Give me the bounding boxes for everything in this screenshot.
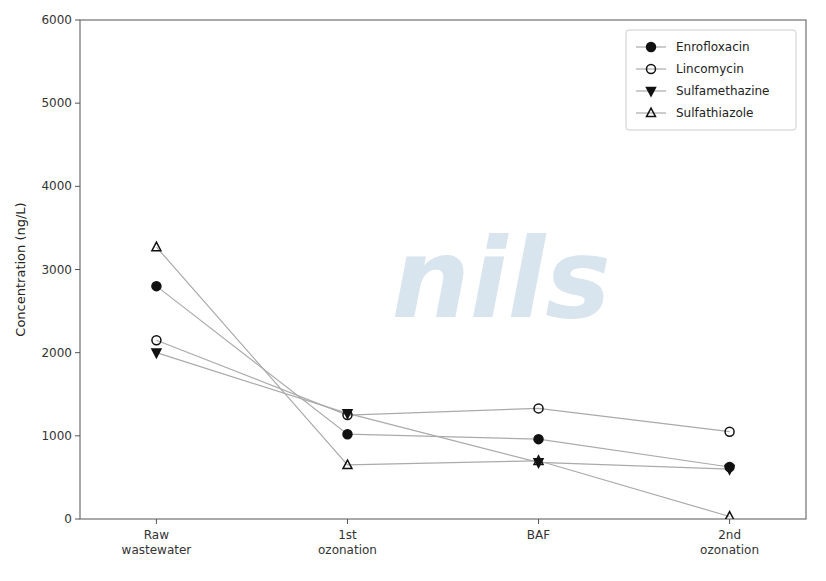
series-line bbox=[156, 247, 729, 516]
y-tick bbox=[75, 352, 80, 353]
x-tick-label-line: ozonation bbox=[318, 543, 377, 557]
data-point bbox=[343, 410, 352, 419]
x-tick-label-line: 1st bbox=[338, 528, 357, 542]
x-tick-label: 2ndozonation bbox=[700, 528, 759, 557]
legend-line bbox=[636, 68, 666, 69]
y-tick bbox=[75, 269, 80, 270]
y-tick bbox=[75, 519, 80, 520]
data-point bbox=[343, 411, 352, 420]
legend-label: Sulfamethazine bbox=[676, 84, 770, 98]
chart-container: nils 0 1000 2000 3000 4000 5000 6000 Rawwastewat… bbox=[0, 0, 826, 581]
data-point bbox=[725, 427, 734, 436]
y-tick-label: 6000 bbox=[41, 13, 72, 27]
x-tick-label-line: BAF bbox=[527, 528, 550, 542]
y-tick-label: 1000 bbox=[41, 429, 72, 443]
legend-label: Lincomycin bbox=[676, 62, 744, 76]
legend-marker bbox=[647, 108, 656, 117]
x-tick-label: 1stozonation bbox=[318, 528, 377, 557]
legend-label: Enrofloxacin bbox=[676, 40, 750, 54]
x-tick bbox=[347, 519, 348, 524]
x-tick-label-line: Raw bbox=[144, 528, 169, 542]
series-line bbox=[156, 340, 729, 431]
data-point bbox=[534, 435, 543, 444]
data-point bbox=[725, 512, 734, 519]
x-tick-label-line: ozonation bbox=[700, 543, 759, 557]
x-tick-label: BAF bbox=[527, 528, 550, 542]
x-tick-label-line: wastewater bbox=[122, 543, 192, 557]
x-tick-label: Rawwastewater bbox=[122, 528, 192, 557]
y-axis-label: Concentration (ng/L) bbox=[13, 202, 28, 336]
legend-box bbox=[626, 30, 796, 130]
data-point bbox=[725, 466, 734, 475]
data-point bbox=[534, 404, 543, 413]
y-tick-label: 3000 bbox=[41, 263, 72, 277]
chart: nils 0 1000 2000 3000 4000 5000 6000 Rawwastewat… bbox=[0, 0, 826, 581]
y-tick-label: 0 bbox=[64, 512, 72, 526]
legend: Enrofloxacin Lincomycin Sulfamethazine Sulf… bbox=[626, 30, 796, 130]
plot-frame bbox=[80, 20, 806, 519]
data-point bbox=[152, 349, 161, 358]
legend-marker bbox=[647, 65, 656, 74]
data-point bbox=[152, 282, 161, 291]
watermark: nils bbox=[391, 215, 610, 343]
series-line bbox=[156, 353, 729, 469]
y-tick bbox=[75, 103, 80, 104]
y-tick-label: 4000 bbox=[41, 179, 72, 193]
data-point bbox=[152, 336, 161, 345]
data-point bbox=[343, 430, 352, 439]
data-area bbox=[152, 242, 734, 519]
legend-marker bbox=[647, 43, 656, 52]
series-line bbox=[156, 286, 729, 467]
data-point bbox=[343, 460, 352, 469]
data-point bbox=[534, 456, 543, 465]
legend-marker bbox=[647, 87, 656, 96]
y-tick bbox=[75, 186, 80, 187]
data-point bbox=[152, 242, 161, 251]
legend-line bbox=[636, 112, 666, 113]
y-tick bbox=[75, 20, 80, 21]
x-tick bbox=[538, 519, 539, 524]
y-tick-label: 2000 bbox=[41, 346, 72, 360]
y-tick bbox=[75, 435, 80, 436]
y-tick-label: 5000 bbox=[41, 96, 72, 110]
x-tick bbox=[729, 519, 730, 524]
x-tick bbox=[156, 519, 157, 524]
legend-label: Sulfathiazole bbox=[676, 106, 754, 120]
x-tick-label-line: 2nd bbox=[718, 528, 741, 542]
